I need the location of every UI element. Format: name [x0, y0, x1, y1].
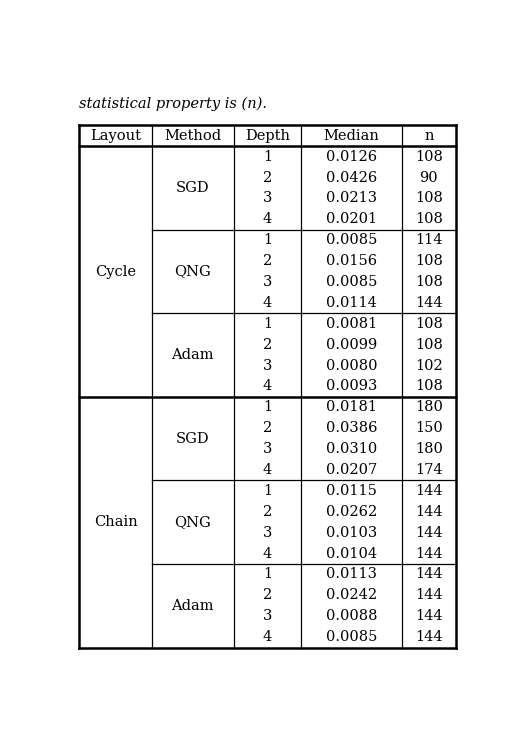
Text: 180: 180	[415, 400, 443, 415]
Text: 144: 144	[415, 631, 443, 644]
Text: 1: 1	[263, 400, 272, 415]
Text: 108: 108	[415, 254, 443, 268]
Text: 4: 4	[263, 631, 272, 644]
Text: 108: 108	[415, 338, 443, 352]
Text: 3: 3	[263, 359, 272, 373]
Text: 0.0426: 0.0426	[326, 170, 377, 185]
Text: 4: 4	[263, 296, 272, 310]
Text: 4: 4	[263, 547, 272, 561]
Text: 0.0080: 0.0080	[326, 359, 377, 373]
Text: Adam: Adam	[172, 348, 214, 362]
Text: 180: 180	[415, 442, 443, 456]
Text: Median: Median	[324, 129, 379, 143]
Text: 3: 3	[263, 192, 272, 206]
Text: 144: 144	[415, 296, 443, 310]
Text: 0.0085: 0.0085	[326, 233, 377, 247]
Text: 0.0104: 0.0104	[326, 547, 377, 561]
Text: 0.0085: 0.0085	[326, 631, 377, 644]
Text: 108: 108	[415, 150, 443, 164]
Text: 0.0114: 0.0114	[326, 296, 377, 310]
Text: 2: 2	[263, 170, 272, 185]
Text: 0.0115: 0.0115	[326, 484, 377, 498]
Text: 3: 3	[263, 526, 272, 539]
Text: SGD: SGD	[176, 432, 209, 446]
Text: 144: 144	[415, 505, 443, 519]
Text: 3: 3	[263, 609, 272, 623]
Text: Adam: Adam	[172, 599, 214, 613]
Text: 144: 144	[415, 609, 443, 623]
Text: 108: 108	[415, 192, 443, 206]
Text: 0.0085: 0.0085	[326, 275, 377, 289]
Text: 0.0310: 0.0310	[326, 442, 377, 456]
Text: 0.0262: 0.0262	[326, 505, 377, 519]
Text: 0.0099: 0.0099	[326, 338, 377, 352]
Text: 0.0126: 0.0126	[326, 150, 377, 164]
Text: 0.0207: 0.0207	[326, 463, 377, 477]
Text: 2: 2	[263, 421, 272, 435]
Text: 144: 144	[415, 589, 443, 603]
Text: 108: 108	[415, 275, 443, 289]
Text: 90: 90	[420, 170, 438, 185]
Text: 1: 1	[263, 150, 272, 164]
Text: Chain: Chain	[94, 515, 137, 529]
Text: 1: 1	[263, 317, 272, 331]
Text: 0.0103: 0.0103	[326, 526, 377, 539]
Text: 144: 144	[415, 526, 443, 539]
Text: 0.0088: 0.0088	[326, 609, 377, 623]
Text: 144: 144	[415, 547, 443, 561]
Text: 0.0113: 0.0113	[326, 567, 377, 581]
Text: 2: 2	[263, 254, 272, 268]
Text: statistical property is (n).: statistical property is (n).	[79, 97, 267, 111]
Text: 1: 1	[263, 484, 272, 498]
Text: SGD: SGD	[176, 181, 209, 195]
Text: 102: 102	[415, 359, 443, 373]
Text: 4: 4	[263, 212, 272, 226]
Text: n: n	[424, 129, 433, 143]
Text: 4: 4	[263, 379, 272, 393]
Text: 0.0181: 0.0181	[326, 400, 377, 415]
Text: Method: Method	[164, 129, 221, 143]
Text: 3: 3	[263, 442, 272, 456]
Text: 2: 2	[263, 338, 272, 352]
Text: Depth: Depth	[245, 129, 290, 143]
Text: 108: 108	[415, 379, 443, 393]
Text: 2: 2	[263, 589, 272, 603]
Text: 0.0093: 0.0093	[326, 379, 377, 393]
Text: 144: 144	[415, 567, 443, 581]
Text: 1: 1	[263, 233, 272, 247]
Text: QNG: QNG	[174, 515, 211, 529]
Text: 0.0242: 0.0242	[326, 589, 377, 603]
Text: Cycle: Cycle	[95, 264, 136, 279]
Text: 4: 4	[263, 463, 272, 477]
Text: 174: 174	[415, 463, 443, 477]
Text: 150: 150	[415, 421, 443, 435]
Text: Layout: Layout	[90, 129, 141, 143]
Text: 144: 144	[415, 484, 443, 498]
Text: 0.0156: 0.0156	[326, 254, 377, 268]
Text: 0.0213: 0.0213	[326, 192, 377, 206]
Text: 108: 108	[415, 317, 443, 331]
Text: 2: 2	[263, 505, 272, 519]
Text: 0.0081: 0.0081	[326, 317, 377, 331]
Text: 0.0386: 0.0386	[326, 421, 377, 435]
Text: 3: 3	[263, 275, 272, 289]
Text: 114: 114	[415, 233, 443, 247]
Text: 0.0201: 0.0201	[326, 212, 377, 226]
Text: 1: 1	[263, 567, 272, 581]
Text: QNG: QNG	[174, 264, 211, 279]
Text: 108: 108	[415, 212, 443, 226]
